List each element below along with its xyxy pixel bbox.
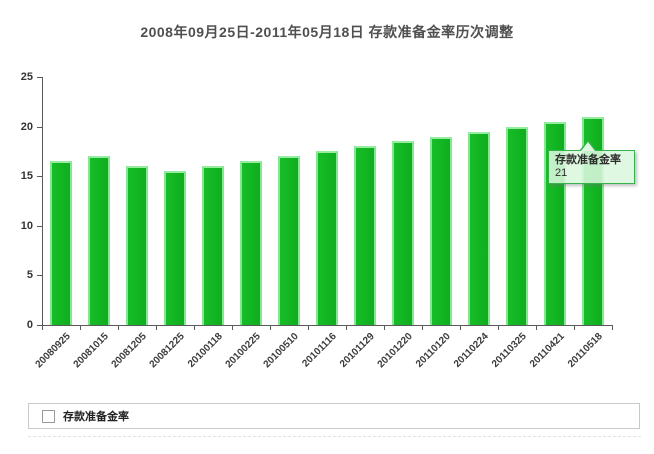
x-axis-label: 20100118 [185, 331, 225, 370]
x-axis-label: 20081205 [109, 331, 149, 371]
y-axis-label: 25 [20, 71, 33, 83]
x-axis-label: 20081225 [147, 331, 187, 371]
x-axis-label: 20101116 [300, 331, 339, 370]
x-axis-label: 20081015 [71, 331, 111, 371]
y-axis-tick [37, 275, 42, 277]
x-axis-tick [384, 326, 385, 330]
x-axis-tick [460, 326, 461, 330]
x-axis-tick [498, 326, 499, 330]
x-axis-tick [80, 326, 81, 330]
y-axis-label: 20 [20, 120, 33, 133]
y-axis-label: 0 [26, 319, 33, 331]
x-axis-tick [194, 326, 195, 330]
bar[interactable] [392, 141, 414, 325]
y-axis-label: 10 [20, 219, 33, 232]
dashed-divider [28, 436, 641, 437]
y-axis-tick [37, 225, 42, 227]
legend-swatch-icon [42, 409, 55, 423]
x-axis-tick [118, 326, 119, 330]
tooltip: 存款准备金率 21 [548, 140, 635, 184]
bar[interactable] [316, 151, 338, 325]
y-axis-line [42, 77, 43, 326]
bar[interactable] [354, 146, 376, 325]
x-axis-tick [612, 326, 613, 330]
x-axis-tick [422, 326, 423, 330]
x-axis-tick [346, 326, 347, 330]
bar[interactable] [506, 126, 528, 325]
bar[interactable] [50, 161, 72, 325]
y-axis-label: 5 [26, 269, 33, 282]
x-axis-tick [270, 326, 271, 330]
x-axis-label: 20080925 [33, 331, 73, 371]
bar[interactable] [240, 161, 262, 325]
bar[interactable] [278, 156, 300, 325]
legend[interactable]: 存款准备金率 [28, 403, 640, 429]
x-axis-tick [156, 326, 157, 330]
x-axis-tick [308, 326, 309, 330]
y-axis-tick [37, 176, 42, 178]
x-axis-tick [536, 326, 537, 330]
x-axis-label: 20110518 [565, 331, 605, 370]
x-axis-label: 20110224 [451, 331, 491, 370]
legend-label: 存款准备金率 [63, 411, 129, 423]
x-axis-label: 20110120 [413, 331, 453, 370]
x-axis-label: 20101220 [375, 331, 415, 371]
bar[interactable] [202, 166, 224, 325]
x-axis-label: 20100510 [261, 331, 301, 371]
x-axis-line [37, 325, 613, 326]
x-axis-label: 20100225 [223, 331, 263, 371]
x-axis-label: 20110325 [489, 331, 529, 370]
bar[interactable] [164, 171, 186, 325]
y-axis-tick [37, 325, 42, 326]
bar[interactable] [430, 136, 452, 325]
x-axis-tick [42, 326, 43, 330]
bar[interactable] [126, 166, 148, 325]
x-axis-label: 20110421 [527, 331, 567, 370]
x-axis-label: 20101129 [337, 331, 377, 370]
tooltip-arrow-icon [581, 142, 595, 151]
y-axis-label: 15 [20, 170, 33, 183]
y-axis-tick [37, 77, 42, 78]
bar[interactable] [468, 131, 490, 325]
tooltip-value: 21 [555, 167, 568, 179]
y-axis-tick [37, 126, 42, 128]
chart-title: 2008年09月25日-2011年05月18日 存款准备金率历次调整 [140, 24, 514, 40]
x-axis-tick [574, 326, 575, 330]
tooltip-series-label: 存款准备金率 [555, 154, 621, 166]
x-axis-tick [232, 326, 233, 330]
bar[interactable] [88, 156, 110, 325]
